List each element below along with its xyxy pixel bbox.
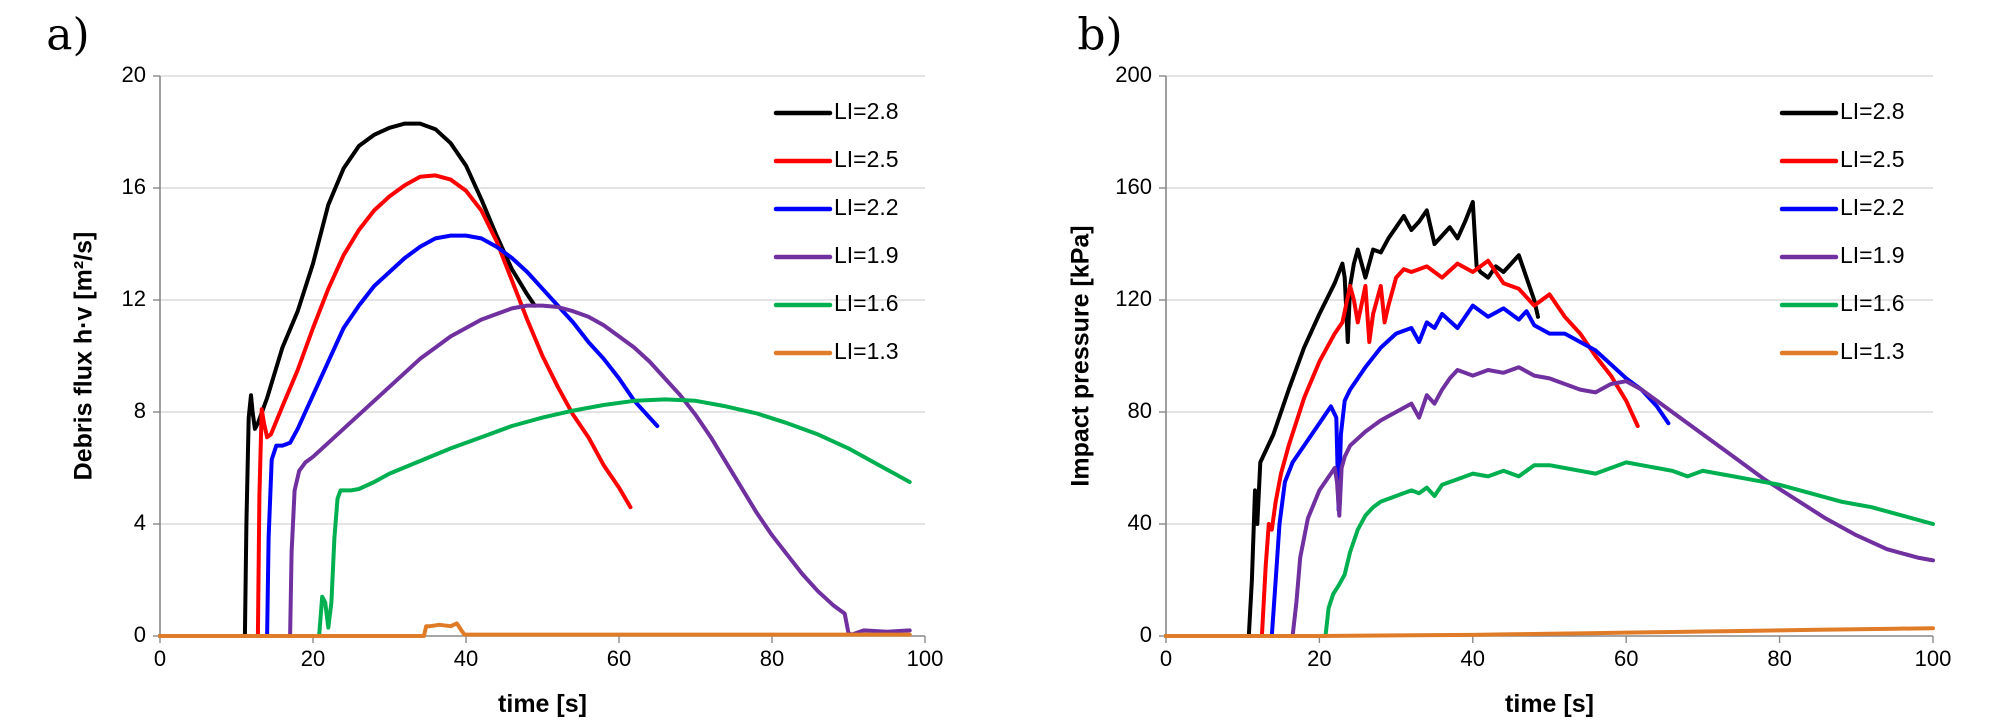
legend: LI=2.8 LI=2.5 LI=2.2 LI=1.9 LI=1.6 LI=1.3 <box>1779 98 1905 364</box>
legend-label: LI=1.3 <box>1840 338 1905 364</box>
series-line-LI=2.5 <box>1164 258 1640 638</box>
legend-label: LI=2.8 <box>834 98 899 124</box>
x-tick-label: 80 <box>1767 646 1791 671</box>
panel-label: b) <box>1077 10 1122 61</box>
series-line-LI=2.2 <box>158 233 660 638</box>
x-tick-label: 60 <box>607 646 631 671</box>
legend-label: LI=2.5 <box>834 146 899 172</box>
x-tick-label: 100 <box>1915 646 1952 671</box>
x-tick-label: 20 <box>301 646 325 671</box>
y-tick-label: 0 <box>1140 622 1152 647</box>
x-tick-label: 80 <box>760 646 784 671</box>
series-line-LI=2.5 <box>158 173 633 638</box>
series-line-LI=1.3 <box>1164 626 1935 638</box>
series-line-LI=1.6 <box>1164 460 1935 638</box>
legend-label: LI=2.2 <box>834 194 899 220</box>
legend-label: LI=1.9 <box>834 242 899 268</box>
series-line-LI=2.8 <box>158 121 537 638</box>
y-tick-label: 4 <box>134 510 146 535</box>
x-tick-label: 40 <box>454 646 478 671</box>
x-tick-label: 0 <box>1160 646 1172 671</box>
y-tick-label: 16 <box>122 174 146 199</box>
chart-panel-1: a) 0 4 8 12 16 20 0 20 40 60 80 100 time [s] Debris fl… <box>46 10 943 719</box>
series-line-LI=1.9 <box>1164 365 1935 638</box>
x-tick-label: 60 <box>1614 646 1638 671</box>
y-tick-label: 80 <box>1128 398 1152 423</box>
y-tick-label: 160 <box>1115 174 1152 199</box>
x-tick-label: 40 <box>1461 646 1485 671</box>
legend-label: LI=2.5 <box>1840 146 1905 172</box>
y-tick-label: 120 <box>1115 286 1152 311</box>
x-tick-label: 20 <box>1307 646 1331 671</box>
series-line-LI=2.2 <box>1164 303 1671 638</box>
y-axis-title: Debris flux h·v [m²/s] <box>70 232 98 481</box>
y-tick-label: 200 <box>1115 62 1152 87</box>
y-tick-label: 12 <box>122 286 146 311</box>
y-tick-label: 0 <box>134 622 146 647</box>
legend-label: LI=2.2 <box>1840 194 1905 220</box>
series-line-LI=2.8 <box>1164 200 1540 638</box>
series-line-LI=1.9 <box>158 303 912 638</box>
x-axis-title: time [s] <box>1505 690 1594 718</box>
x-tick-label: 100 <box>907 646 944 671</box>
y-tick-label: 20 <box>122 62 146 87</box>
x-axis-title: time [s] <box>498 690 587 718</box>
series-line-LI=1.6 <box>158 397 912 638</box>
panel-label: a) <box>46 10 89 61</box>
y-tick-label: 8 <box>134 398 146 423</box>
legend: LI=2.8 LI=2.5 LI=2.2 LI=1.9 LI=1.6 LI=1.3 <box>773 98 899 364</box>
legend-label: LI=1.9 <box>1840 242 1905 268</box>
series-line-LI=1.3 <box>158 621 912 638</box>
y-axis-title: Impact pressure [kPa] <box>1067 225 1095 486</box>
x-tick-label: 0 <box>154 646 166 671</box>
legend-label: LI=1.3 <box>834 338 899 364</box>
legend-label: LI=1.6 <box>1840 290 1905 316</box>
legend-label: LI=2.8 <box>1840 98 1905 124</box>
legend-label: LI=1.6 <box>834 290 899 316</box>
y-tick-label: 40 <box>1128 510 1152 535</box>
chart-panel-2: b) 0 40 80 120 160 200 0 20 40 60 80 100 time [s] Impa… <box>1067 10 1952 719</box>
